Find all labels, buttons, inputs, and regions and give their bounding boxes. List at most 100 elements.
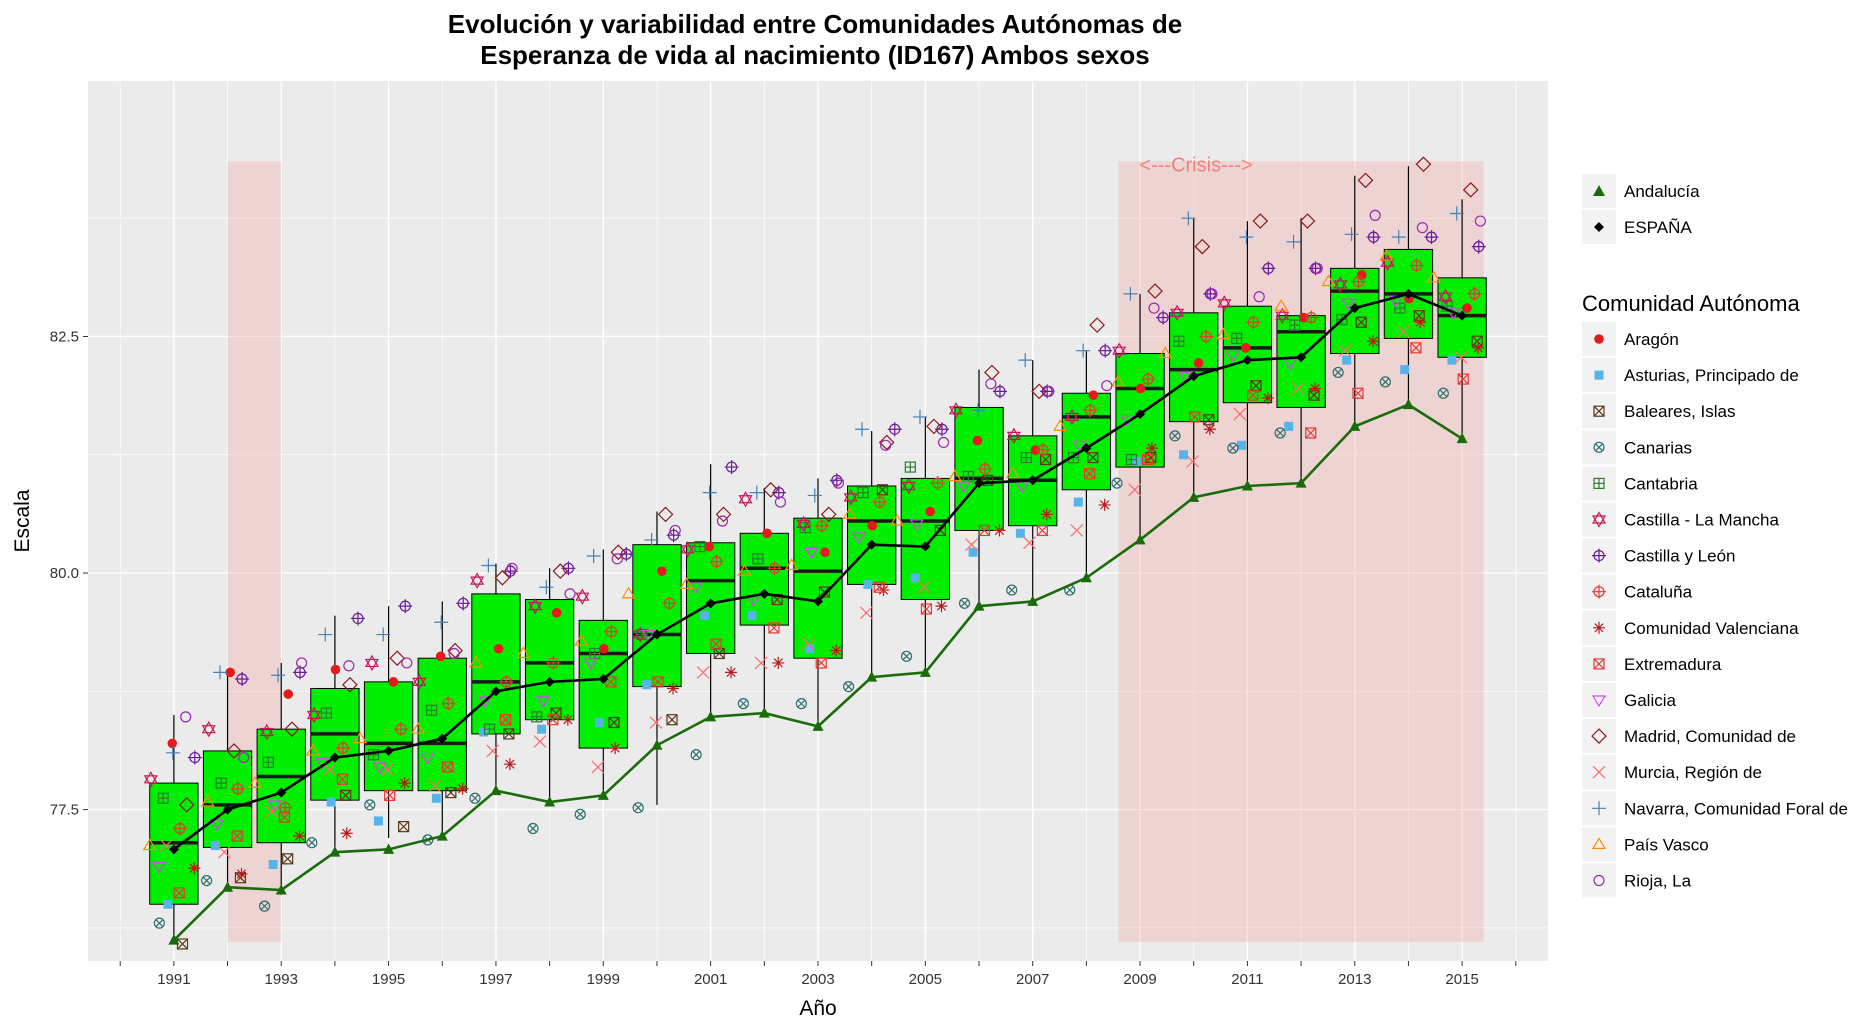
point-circle <box>401 657 413 669</box>
point-dot <box>599 643 609 654</box>
point-circle <box>1148 302 1160 314</box>
series-point <box>1457 310 1468 321</box>
point-square-plus <box>367 749 380 761</box>
point-circle-plus <box>393 722 408 737</box>
legend-key <box>1582 827 1616 862</box>
point-plus <box>481 558 496 573</box>
point-square-plus <box>752 553 764 565</box>
point-plus <box>434 615 449 630</box>
point-square-x <box>282 853 294 865</box>
point-square-x <box>1203 414 1215 426</box>
point-square-plus <box>1394 302 1406 314</box>
point-cross <box>696 665 710 679</box>
point-asterisk <box>1040 508 1053 521</box>
x-tick-label: 2013 <box>1338 971 1371 988</box>
point-square-x <box>1410 342 1422 354</box>
point-dot <box>1298 312 1309 323</box>
legend-marker <box>1591 837 1607 849</box>
x-tick-label: 1997 <box>479 971 512 988</box>
series-point <box>1027 475 1038 486</box>
point-square-x <box>445 786 457 799</box>
point-circle <box>1253 291 1265 303</box>
point-dot <box>762 528 772 539</box>
point-hexagram <box>201 720 216 738</box>
point-circle-x <box>201 874 213 887</box>
point-square-plus <box>483 723 496 735</box>
box-2000 <box>632 544 682 688</box>
point-circle-x <box>574 808 586 820</box>
y-axis: 77.5 80.0 82.5 <box>50 328 88 819</box>
series-legend: Andalucía ESPAÑA <box>1582 174 1700 244</box>
point-plus <box>912 409 927 424</box>
point-square-x <box>876 484 889 496</box>
point-square <box>1342 355 1352 365</box>
legend-key <box>1582 719 1616 754</box>
legend-label: Cantabria <box>1624 474 1698 493</box>
point-hexagram <box>948 402 963 419</box>
point-circle-x <box>1006 584 1018 596</box>
point-circle-plus <box>872 495 887 510</box>
point-circle-plus <box>1351 274 1366 289</box>
point-asterisk <box>877 584 890 597</box>
point-diamond <box>762 481 779 498</box>
point-plus <box>644 532 659 547</box>
point-square-plus <box>215 777 227 789</box>
point-circle-plus <box>235 672 250 687</box>
x-tick-label: 2009 <box>1123 971 1156 988</box>
point-square-plus <box>157 792 169 804</box>
point-square <box>595 718 605 728</box>
point-circle-x <box>469 792 481 804</box>
point-diamond <box>1299 213 1316 229</box>
point-hexagram <box>575 588 590 605</box>
point-plus <box>376 627 391 642</box>
series-point <box>1188 371 1199 382</box>
point-square-x <box>1084 468 1096 480</box>
point-square-plus <box>262 756 274 768</box>
point-triangle <box>1379 248 1394 261</box>
point-diamond <box>389 650 406 667</box>
point-square <box>163 899 173 909</box>
x-tick-label: 2007 <box>1016 971 1049 988</box>
point-triangle <box>1005 466 1020 479</box>
point-square-x <box>1036 524 1048 537</box>
point-square-plus <box>1125 453 1138 466</box>
point-circle-plus <box>977 461 992 476</box>
legend-label: Asturias, Principado de <box>1624 366 1799 385</box>
box-2002 <box>739 532 789 626</box>
point-square <box>479 727 489 737</box>
point-circle <box>880 439 892 451</box>
legend-marker <box>1591 695 1607 708</box>
point-triangle <box>784 558 799 571</box>
point-square <box>1447 355 1457 365</box>
series-point <box>1135 409 1146 420</box>
point-square-x <box>873 581 885 593</box>
point-circle-plus <box>456 596 471 611</box>
point-square <box>537 724 547 734</box>
point-circle-x <box>364 799 376 811</box>
legend-label: ESPAÑA <box>1624 218 1692 237</box>
legend-marker <box>1593 658 1605 670</box>
point-circle-plus <box>1035 443 1050 458</box>
point-diamond <box>494 569 511 586</box>
point-plus <box>1391 230 1406 245</box>
box-1999 <box>578 619 628 749</box>
series-point <box>920 541 931 552</box>
point-dot <box>1462 303 1472 313</box>
point-asterisk <box>398 777 411 790</box>
legend-marker <box>1591 511 1607 528</box>
series-point <box>651 629 662 640</box>
series-point <box>383 745 394 756</box>
legend-label: Cataluña <box>1624 583 1693 602</box>
point-triangle <box>889 513 904 526</box>
point-circle-x <box>1379 376 1391 388</box>
point-circle <box>1369 209 1381 221</box>
series-point <box>1242 355 1253 366</box>
point-circle-x <box>737 698 749 710</box>
point-asterisk <box>772 656 785 669</box>
point-triangle-down <box>209 819 224 831</box>
point-triangle <box>1321 274 1336 287</box>
point-triangle <box>679 577 694 589</box>
legend-marker <box>1593 441 1605 453</box>
point-plus <box>1123 286 1138 301</box>
series-point <box>329 752 340 763</box>
